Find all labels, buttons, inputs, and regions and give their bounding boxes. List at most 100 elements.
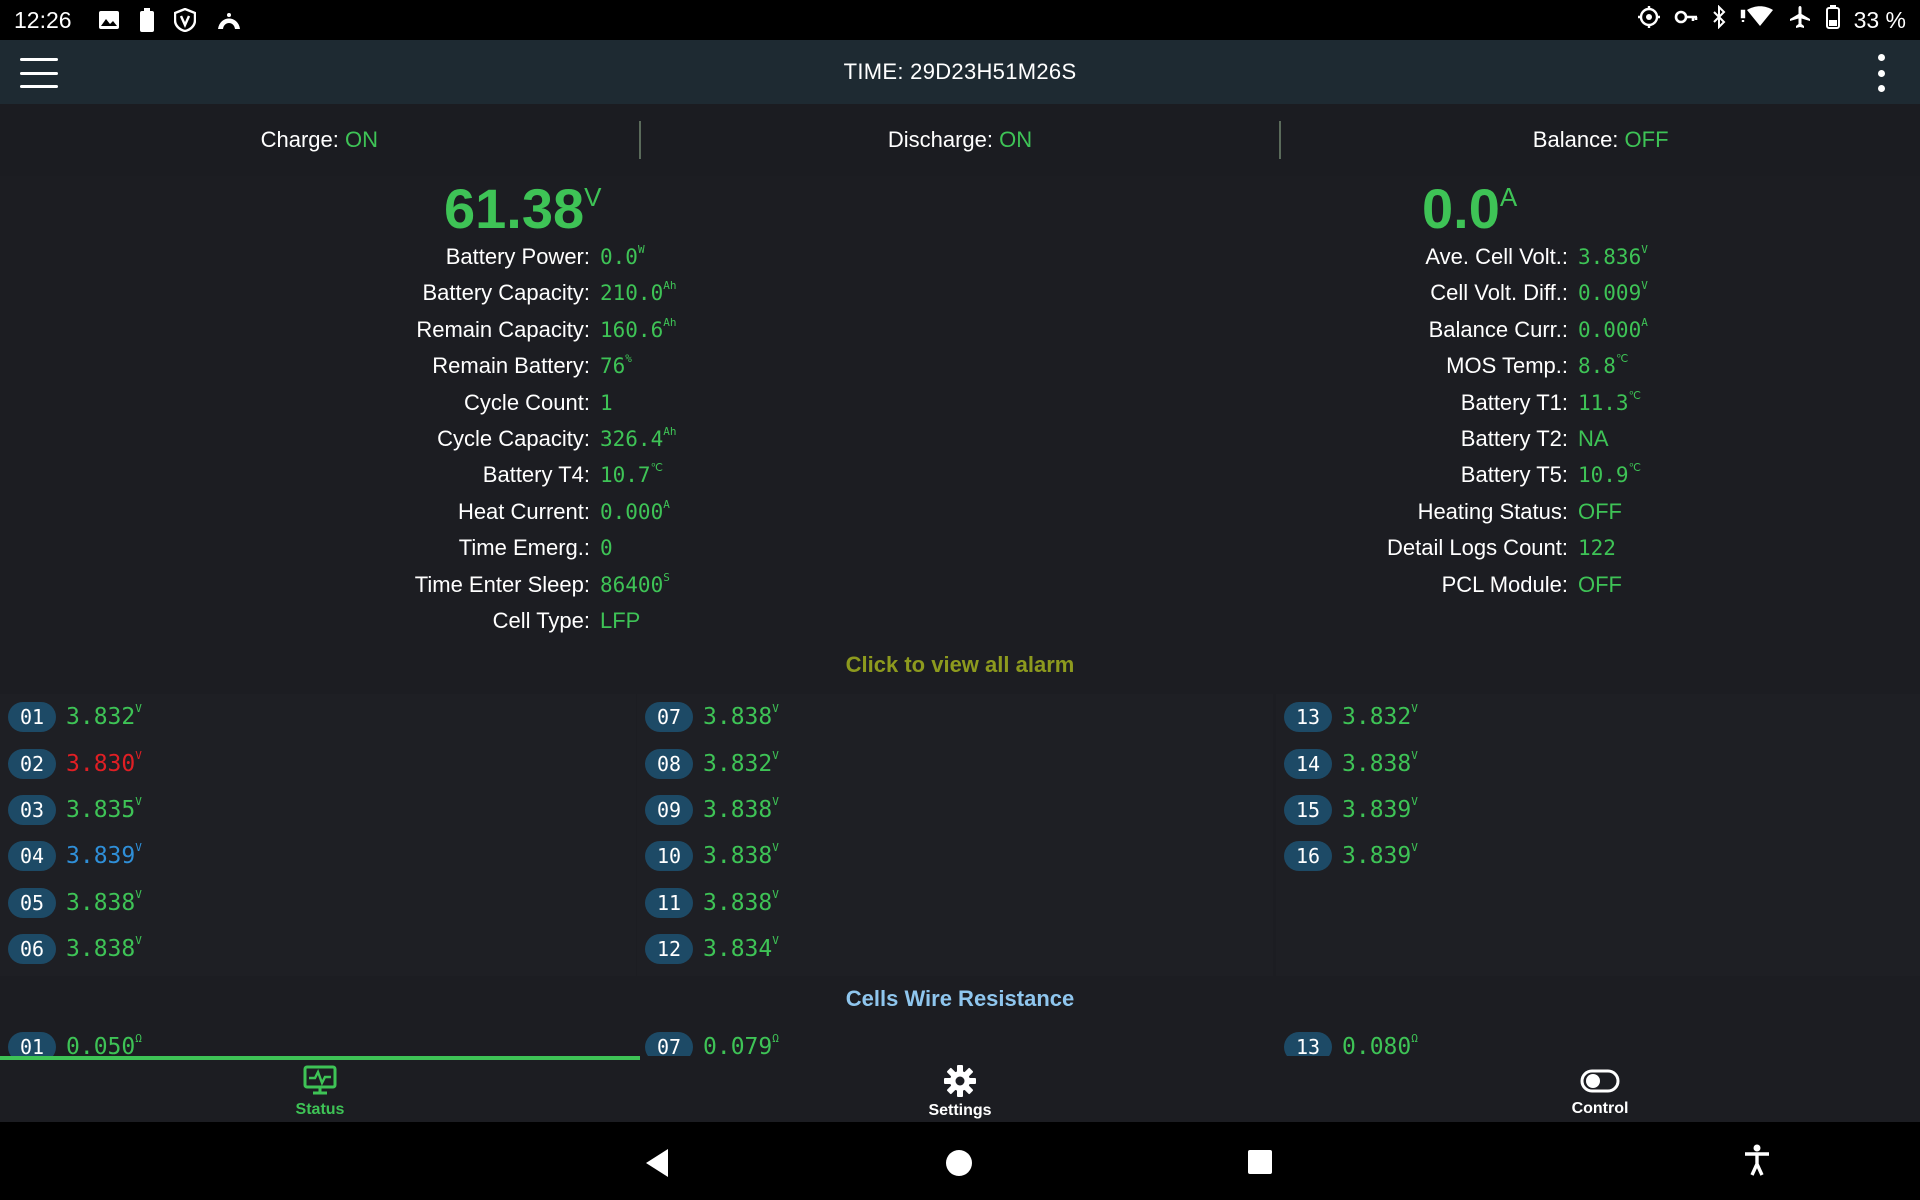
cell-number-badge: 04 — [8, 841, 56, 872]
wire-resistance-item: 01 0.050Ω — [0, 1030, 636, 1056]
cell-number-badge: 16 — [1284, 841, 1332, 872]
cell-voltage-unit: V — [772, 887, 779, 901]
main-readings: 61.38V 0.0A Battery Power: 0.0W Battery Ca… — [0, 176, 1920, 646]
back-icon[interactable] — [644, 1148, 670, 1178]
recents-icon[interactable] — [1248, 1150, 1272, 1174]
battery-percent: 33 % — [1853, 6, 1906, 33]
cell-voltage: 3.832V — [66, 702, 142, 730]
reading-label: Battery T5: — [1460, 462, 1568, 488]
reading-row: Battery T2: NA — [1268, 426, 1648, 462]
reading-label: Remain Battery: — [432, 353, 590, 379]
reading-row: Heat Current: 0.000A — [290, 498, 676, 535]
reading-value: 0.000A — [600, 498, 670, 524]
hamburger-menu-icon[interactable] — [20, 58, 58, 88]
reading-value: 0.0W — [600, 243, 645, 269]
bluetooth-icon — [1712, 4, 1726, 35]
tab-control-label: Control — [1571, 1100, 1629, 1117]
cell-number-badge: 13 — [1284, 1032, 1332, 1056]
charge-state: Charge: ON — [260, 127, 379, 152]
cell-voltage-unit: V — [135, 934, 142, 948]
cell-item: 03 3.835V — [0, 787, 636, 833]
reading-unit: Ah — [663, 279, 677, 293]
runtime-title: TIME: 29D23H51M26S — [843, 59, 1077, 84]
reading-value: 0.000A — [1578, 316, 1648, 342]
reading-label: Cell Volt. Diff.: — [1430, 280, 1568, 306]
reading-value: 1 — [600, 391, 613, 415]
wire-resistance-inner: 01 0.050Ω — [0, 1030, 636, 1056]
reading-number: 160.6 — [600, 317, 664, 342]
clock: 12:26 — [14, 6, 72, 33]
cell-voltage-number: 3.839 — [1342, 843, 1412, 870]
cell-voltage: 3.839V — [1342, 841, 1418, 870]
cell-voltage-unit: V — [135, 887, 142, 901]
reading-unit: V — [1641, 279, 1648, 293]
cell-number-badge: 06 — [8, 934, 56, 965]
accessibility-icon[interactable] — [1742, 1144, 1772, 1176]
reading-value: 10.7℃ — [600, 461, 663, 487]
view-all-alarm-link[interactable]: Click to view all alarm — [845, 652, 1075, 677]
reading-number: OFF — [1578, 571, 1622, 597]
reading-row: Battery Capacity: 210.0Ah — [290, 279, 677, 316]
reading-row: Cell Type: LFP — [290, 608, 676, 644]
reading-number: 3.836 — [1578, 245, 1642, 269]
monitor-pulse-icon — [303, 1065, 337, 1095]
more-vert-icon[interactable] — [1876, 54, 1886, 92]
cell-number-badge: 11 — [645, 887, 693, 918]
tab-status-label: Status — [295, 1101, 345, 1118]
reading-row: Remain Capacity: 160.6Ah — [290, 316, 676, 353]
airplane-icon — [1788, 5, 1812, 35]
reading-value: 122 — [1578, 536, 1616, 560]
home-icon[interactable] — [946, 1150, 972, 1176]
left-readings: Battery Power: 0.0W Battery Capacity: 210.0… — [290, 243, 677, 644]
cell-voltage-unit: V — [772, 934, 779, 948]
location-target-icon — [1637, 6, 1660, 34]
reading-row: Cycle Count: 1 — [290, 390, 676, 426]
tab-control[interactable]: Control — [1280, 1056, 1920, 1122]
reading-number: 10.9 — [1578, 463, 1629, 488]
reading-label: Heating Status: — [1417, 498, 1568, 524]
cell-voltage-unit: V — [772, 794, 779, 808]
reading-number: 8.8 — [1578, 354, 1616, 379]
cell-item: 01 3.832V — [0, 694, 636, 740]
tab-settings[interactable]: Settings — [640, 1056, 1280, 1122]
battery-saver-icon — [139, 0, 154, 40]
reading-label: Cycle Count: — [464, 389, 590, 415]
cell-column: 07 3.838V 08 3.832V 09 3.838V 10 3.838V 11 3.838V… — [637, 694, 1273, 976]
cell-voltage-unit: V — [1411, 748, 1418, 762]
reading-number: OFF — [1578, 498, 1622, 524]
reading-value: LFP — [600, 608, 640, 634]
cell-voltage: 3.838V — [703, 841, 779, 869]
cell-column: 13 3.832V 14 3.838V 15 3.839V 16 3.839V — [1276, 694, 1920, 976]
cell-voltage-number: 3.838 — [1342, 750, 1412, 777]
cell-number-badge: 10 — [645, 841, 693, 872]
cell-voltage-unit: V — [135, 702, 142, 716]
reading-value: 76% — [600, 352, 632, 379]
cell-voltage-unit: V — [1411, 794, 1418, 808]
cell-voltage: 3.838V — [66, 934, 142, 962]
reading-row: Battery T5: 10.9℃ — [1268, 461, 1648, 498]
reading-label: Ave. Cell Volt.: — [1425, 244, 1568, 269]
reading-number: 326.4 — [600, 426, 664, 451]
reading-unit: ℃ — [1615, 352, 1629, 366]
cell-column: 01 3.832V 02 3.830V 03 3.835V 04 3.839V 05 3.838V… — [0, 694, 636, 976]
reading-value: OFF — [1578, 572, 1622, 598]
right-readings: Ave. Cell Volt.: 3.836V Cell Volt. Diff.: 0… — [1268, 243, 1648, 608]
reading-label: Detail Logs Count: — [1387, 535, 1568, 561]
cell-voltage-number: 3.830 — [66, 750, 136, 777]
discharge-state: Discharge: ON — [887, 127, 1033, 152]
reading-row: Heating Status: OFF — [1268, 499, 1648, 535]
bottom-tabs: Status Settings Control — [0, 1056, 1920, 1122]
tab-status[interactable]: Status — [0, 1056, 640, 1122]
reading-value: 3.836V — [1578, 243, 1648, 269]
reading-number: 76 — [600, 354, 626, 379]
reading-row: Balance Curr.: 0.000A — [1268, 316, 1648, 353]
cell-voltage-number: 3.838 — [703, 704, 773, 731]
cell-voltage-number: 3.839 — [1342, 796, 1412, 823]
cell-voltage-unit: V — [1411, 702, 1418, 716]
reading-value: 8.8℃ — [1578, 352, 1629, 379]
cell-item: 13 3.832V — [1276, 694, 1920, 740]
cell-voltage: 3.838V — [1342, 748, 1418, 777]
cell-item: 05 3.838V — [0, 880, 636, 926]
cell-voltage-unit: V — [772, 841, 779, 855]
